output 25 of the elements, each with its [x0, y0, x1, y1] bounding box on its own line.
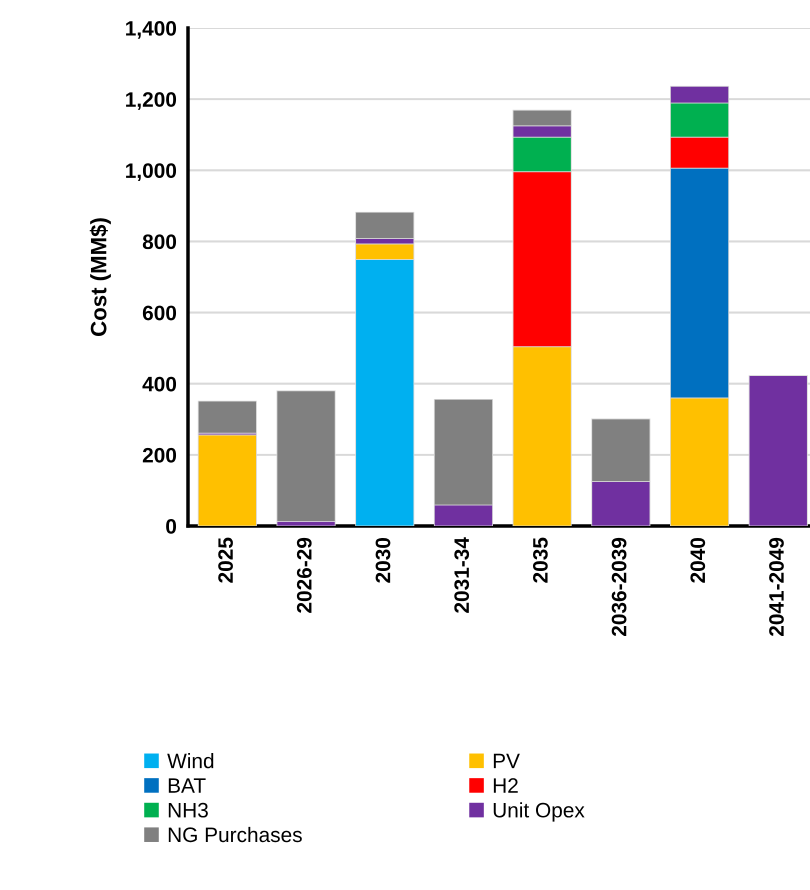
y-tick-label: 1,200 [126, 92, 176, 110]
y-tick-label: 1,000 [126, 163, 176, 182]
x-tick-label: 2036-2039 [612, 538, 626, 636]
legend-label: NH3 [168, 802, 208, 818]
y-tick-label: 0 [166, 519, 176, 534]
legend-label: H2 [494, 778, 518, 793]
legend-label: BAT [168, 778, 206, 793]
x-tick-label: 2041-2049 [769, 538, 784, 636]
x-tick-label: 2026-29 [296, 538, 312, 613]
legend-label: PV [494, 754, 520, 768]
x-tick-label: 2035 [532, 538, 548, 583]
legend-label: Wind [167, 753, 214, 768]
y-tick-label: 200 [142, 448, 176, 463]
x-tick-label: 2030 [376, 538, 390, 583]
x-tick-label: 2040 [690, 538, 706, 583]
y-tick-label: 800 [142, 234, 176, 250]
x-tick-label: 2025 [218, 538, 233, 583]
legend-label: Unit Opex [494, 802, 585, 822]
bar [198, 400, 257, 434]
y-axis-title: Cost (MM$) [90, 218, 111, 336]
y-tick-label: 1,400 [126, 21, 176, 39]
legend-label: NG Purchases [168, 826, 302, 842]
x-tick-label: 2031-34 [454, 537, 470, 613]
y-tick-label: 600 [142, 306, 176, 320]
y-tick-label: 400 [142, 376, 176, 392]
